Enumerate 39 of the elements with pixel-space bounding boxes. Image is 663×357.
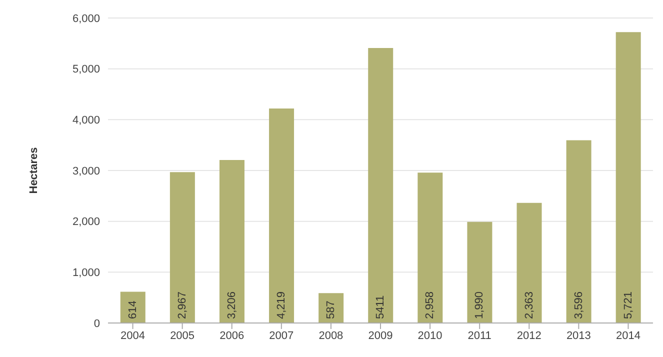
x-tick-label: 2009 <box>368 330 393 342</box>
data-label: 5411 <box>374 295 387 319</box>
data-label: 614 <box>126 300 139 319</box>
bar <box>368 48 394 323</box>
x-tick-label: 2013 <box>566 330 591 342</box>
bar <box>170 172 195 323</box>
bar <box>566 140 592 323</box>
y-tick-label: 3,000 <box>72 165 100 178</box>
x-tick-label: 2011 <box>468 330 492 342</box>
x-tick-label: 2007 <box>269 330 294 342</box>
data-label: 5,721 <box>622 291 634 319</box>
data-label: 2,363 <box>523 291 536 319</box>
x-tick-label: 2008 <box>318 330 344 342</box>
x-tick-label: 2010 <box>418 330 442 342</box>
y-tick-label: 2,000 <box>72 216 100 228</box>
x-tick-label: 2004 <box>120 330 146 342</box>
y-tick-label: 4,000 <box>72 114 100 127</box>
data-label: 587 <box>325 300 338 319</box>
y-tick-label: 6,000 <box>72 12 100 25</box>
data-label: 4,219 <box>276 291 288 319</box>
bar <box>616 32 641 323</box>
x-tick-label: 2014 <box>616 330 640 342</box>
x-tick-label: 2012 <box>516 330 542 342</box>
bar <box>269 108 294 323</box>
bar <box>418 172 443 323</box>
bar <box>219 160 244 323</box>
data-label: 3,596 <box>572 291 585 319</box>
x-tick-label: 2006 <box>220 330 244 342</box>
y-tick-label: 5,000 <box>72 64 100 76</box>
data-label: 2,958 <box>424 291 436 319</box>
y-tick-label: 1,000 <box>72 267 100 280</box>
bar <box>516 202 542 323</box>
data-label: 1,990 <box>474 291 486 319</box>
y-axis-title: Hectares <box>28 147 40 194</box>
data-label: 2,967 <box>176 291 188 319</box>
x-tick-label: 2005 <box>170 330 195 342</box>
y-tick-label: 0 <box>94 318 100 330</box>
data-label: 3,206 <box>226 291 238 319</box>
bar <box>467 222 492 323</box>
